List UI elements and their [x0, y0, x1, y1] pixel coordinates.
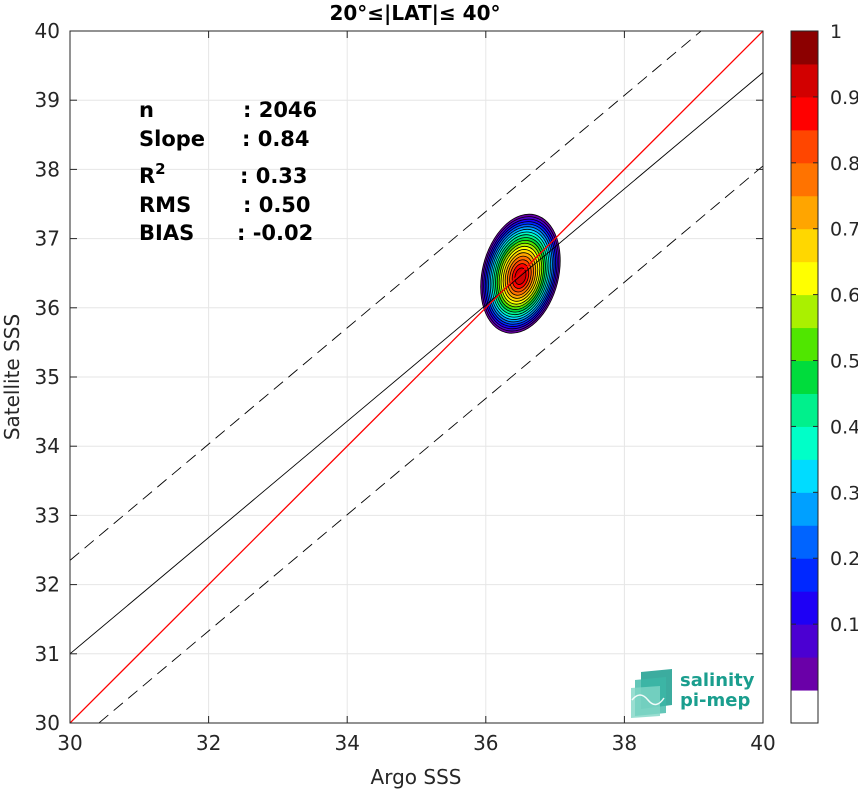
y-tick-label: 31 [35, 642, 60, 666]
y-tick-label: 38 [35, 157, 60, 181]
colorbar-segment [791, 624, 818, 658]
y-tick-label: 39 [35, 88, 60, 112]
y-tick-label: 35 [35, 365, 60, 389]
stat-value: : 0.84 [242, 127, 310, 151]
colorbar-segment [791, 360, 818, 394]
colorbar-segment [791, 31, 818, 65]
colorbar: 0.1 0.2 0.3 0.4 0.5 0.6 0.7 0.8 0.9 1 [790, 21, 858, 724]
y-tick-label: 36 [35, 296, 60, 320]
x-tick-label: 32 [196, 731, 221, 755]
stat-label: RMS [139, 193, 191, 217]
colorbar-segment [791, 294, 818, 329]
y-tick-label: 34 [35, 434, 60, 458]
y-tick-label: 32 [35, 573, 60, 597]
colorbar-segment [791, 327, 818, 362]
regression-line [70, 72, 763, 655]
colorbar-segment [791, 591, 818, 625]
colorbar-segment [791, 63, 818, 98]
chart-title: 20°≤|LAT|≤ 40° [329, 1, 500, 25]
fit-lines [70, 31, 763, 723]
grid [69, 30, 764, 724]
colorbar-segment [791, 129, 818, 164]
stat-value: : 0.33 [240, 164, 308, 188]
x-tick-label: 38 [612, 731, 637, 755]
colorbar-segment [791, 459, 818, 493]
y-tick-label: 37 [35, 227, 60, 251]
colorbar-tick-label: 0.2 [830, 548, 858, 570]
salinity-pi-mep-logo: salinity pi-mep [631, 669, 755, 718]
colorbar-segment [791, 426, 818, 460]
x-tick-label: 40 [750, 731, 775, 755]
stat-label: n [139, 98, 154, 122]
colorbar-segment [791, 525, 818, 559]
x-tick-label: 36 [473, 731, 498, 755]
stat-label: R2 [139, 160, 166, 188]
colorbar-segment [791, 96, 818, 131]
colorbar-segment [791, 261, 818, 296]
colorbar-segment [791, 195, 818, 230]
y-tick-label: 40 [35, 19, 60, 43]
colorbar-tick-label: 0.3 [830, 482, 858, 504]
colorbar-segment [791, 492, 818, 526]
stat-label: BIAS [139, 221, 194, 245]
colorbar-tick-label: 0.6 [830, 285, 858, 307]
stats-box: n : 2046 Slope : 0.84 R2 : 0.33 RMS : 0.50 BIAS:… [139, 98, 317, 245]
stat-label: Slope [139, 127, 205, 151]
x-tick-label: 34 [334, 731, 359, 755]
x-axis-label: Argo SSS [371, 765, 462, 789]
colorbar-tick-label: 0.1 [830, 614, 858, 636]
colorbar-tick-label: 0.9 [830, 87, 858, 109]
colorbar-segment [791, 558, 818, 592]
x-tick-label: 30 [57, 731, 82, 755]
y-axis-ticks: 30 31 32 33 34 35 36 37 38 39 40 [35, 19, 763, 735]
colorbar-tick-label: 1 [830, 21, 842, 43]
y-tick-label: 30 [35, 711, 60, 735]
logo-text-line1: salinity [680, 670, 755, 691]
logo-mark [631, 669, 672, 718]
colorbar-segment [791, 162, 818, 197]
stat-value: : 0.50 [243, 193, 311, 217]
colorbar-segment [791, 657, 818, 691]
colorbar-segment [791, 393, 818, 427]
y-tick-label: 33 [35, 503, 60, 527]
x-axis-ticks: 30 32 34 36 38 40 [57, 31, 776, 755]
colorbar-frame [790, 30, 819, 724]
colorbar-tick-label: 0.8 [830, 153, 858, 175]
colorbar-segment [791, 228, 818, 263]
colorbar-tick-label: 0.7 [830, 219, 858, 241]
colorbar-tick-label: 0.5 [830, 351, 858, 373]
colorbar-segment [791, 690, 818, 724]
colorbar-tick-label: 0.4 [830, 416, 858, 438]
logo-text-line2: pi-mep [680, 690, 750, 711]
stat-value: : -0.02 [237, 221, 313, 245]
identity-line [70, 31, 763, 723]
y-axis-label: Satellite SSS [0, 314, 24, 440]
stat-value: : 2046 [243, 98, 317, 122]
